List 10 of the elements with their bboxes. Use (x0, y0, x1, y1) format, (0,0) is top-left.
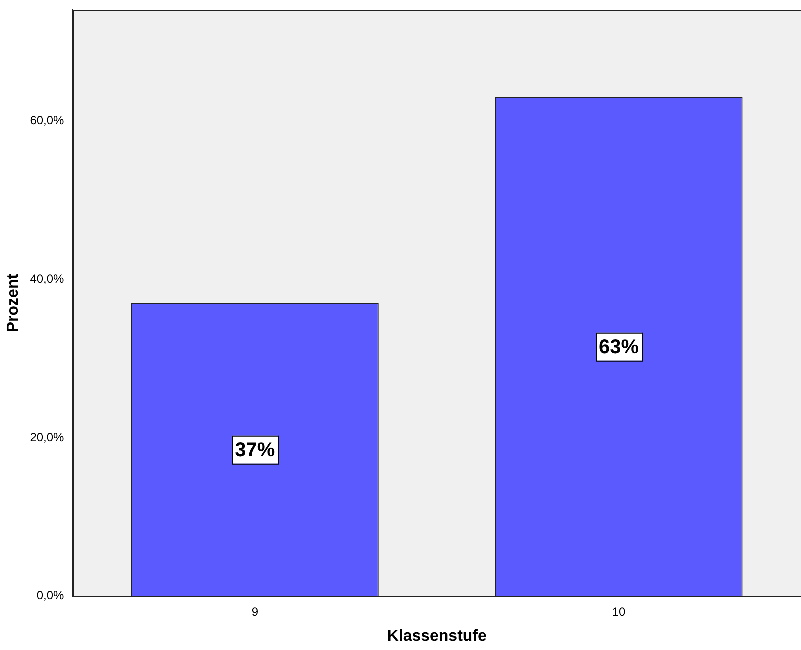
y-tick-label: 60,0% (30, 113, 65, 128)
y-tick-label: 0,0% (36, 588, 65, 603)
data-label: 37% (235, 439, 276, 462)
y-axis-title: Prozent (5, 273, 22, 333)
y-tick-label: 40,0% (30, 272, 65, 286)
x-tick-label: 9 (252, 604, 259, 619)
data-label: 63% (599, 336, 640, 358)
x-tick-label: 10 (612, 604, 626, 619)
x-axis-title: Klassenstufe (387, 628, 488, 645)
y-tick-label: 20,0% (30, 430, 65, 444)
